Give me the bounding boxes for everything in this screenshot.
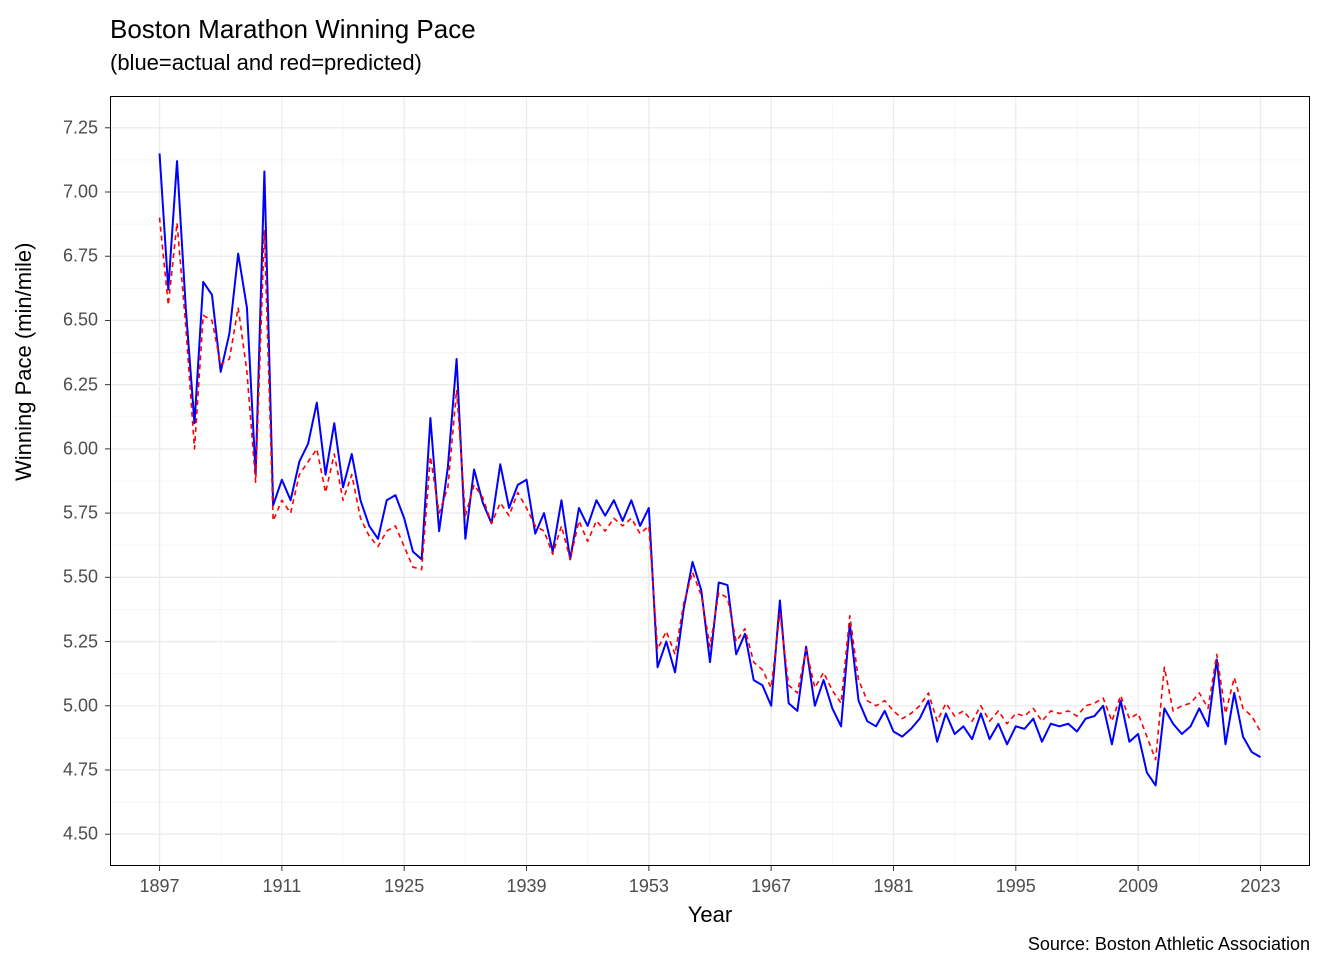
y-tick-label: 4.75 <box>63 759 98 780</box>
x-axis-label: Year <box>688 902 732 928</box>
y-tick-label: 6.50 <box>63 310 98 331</box>
x-tick-label: 1981 <box>873 876 913 897</box>
plot-area <box>110 96 1310 866</box>
y-axis-label: Winning Pace (min/mile) <box>11 243 37 481</box>
chart-subtitle: (blue=actual and red=predicted) <box>110 50 422 76</box>
x-tick-label: 1995 <box>996 876 1036 897</box>
y-tick-label: 6.25 <box>63 374 98 395</box>
x-tick-label: 2009 <box>1118 876 1158 897</box>
x-tick-label: 1967 <box>751 876 791 897</box>
x-tick-label: 2023 <box>1240 876 1280 897</box>
chart-caption: Source: Boston Athletic Association <box>1028 934 1310 955</box>
x-tick-label: 1953 <box>629 876 669 897</box>
y-tick-label: 7.25 <box>63 117 98 138</box>
chart-title: Boston Marathon Winning Pace <box>110 14 476 45</box>
y-tick-label: 5.75 <box>63 503 98 524</box>
x-tick-label: 1897 <box>140 876 180 897</box>
x-tick-label: 1925 <box>384 876 424 897</box>
y-tick-label: 7.00 <box>63 182 98 203</box>
y-tick-label: 4.50 <box>63 824 98 845</box>
y-tick-label: 5.25 <box>63 631 98 652</box>
y-tick-label: 6.75 <box>63 246 98 267</box>
x-tick-label: 1939 <box>506 876 546 897</box>
y-tick-label: 6.00 <box>63 438 98 459</box>
y-tick-label: 5.00 <box>63 695 98 716</box>
chart-container: Boston Marathon Winning Pace (blue=actua… <box>0 0 1344 960</box>
x-tick-label: 1911 <box>263 876 302 897</box>
y-tick-label: 5.50 <box>63 567 98 588</box>
